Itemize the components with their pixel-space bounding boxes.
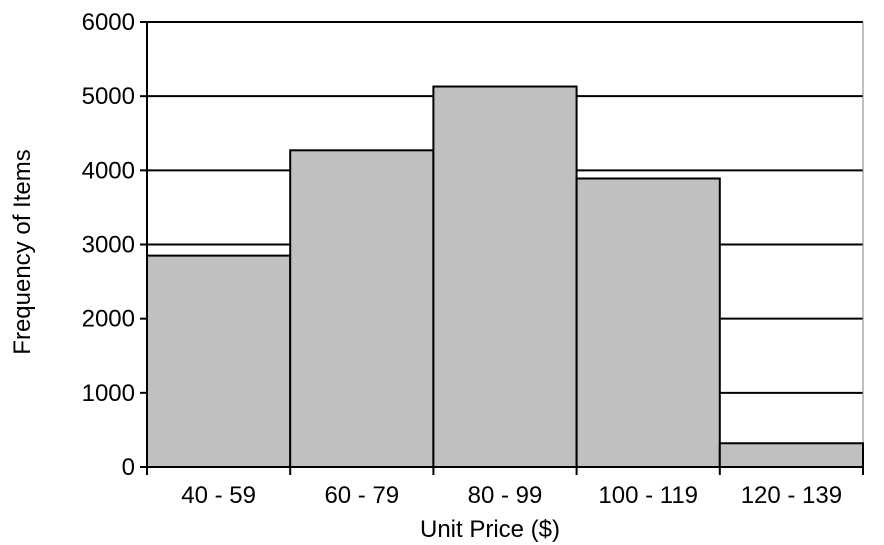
y-tick-label: 2000 (82, 306, 135, 333)
bar (575, 177, 721, 468)
bars (146, 85, 864, 469)
bar (289, 149, 435, 469)
y-axis-title: Frequency of Items (9, 149, 36, 354)
x-tick-label: 60 - 79 (324, 482, 399, 509)
y-tick-label: 1000 (82, 380, 135, 407)
x-tick-label: 80 - 99 (468, 482, 543, 509)
x-tick-label: 120 - 139 (741, 482, 842, 509)
y-tick-label: 5000 (82, 83, 135, 110)
y-tick-label: 0 (122, 454, 135, 481)
y-tick-label: 4000 (82, 157, 135, 184)
x-axis-title: Unit Price ($) (420, 516, 560, 543)
x-tick-label: 100 - 119 (598, 482, 698, 509)
y-tick-label: 6000 (82, 9, 135, 36)
x-tick-label: 40 - 59 (181, 482, 256, 509)
bar (432, 85, 578, 469)
bar (146, 254, 292, 468)
bar (718, 442, 864, 468)
axes (140, 21, 864, 475)
y-tick-labels: 0 1000 2000 3000 4000 5000 6000 (82, 9, 135, 481)
x-tick-labels: 40 - 59 60 - 79 80 - 99 100 - 119 120 - 139 (181, 482, 842, 509)
y-tick-label: 3000 (82, 232, 135, 259)
